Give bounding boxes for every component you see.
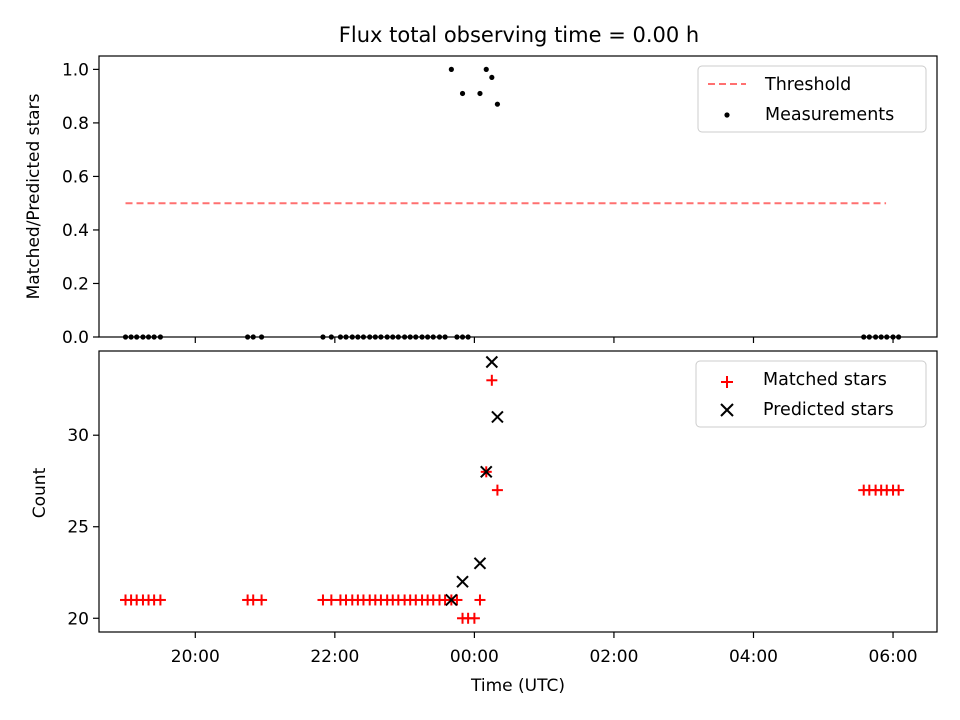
measurement-point [483,66,489,72]
matched-star-point [486,374,498,386]
x-tick-label: 00:00 [450,647,499,667]
bottom-x-axis-label: Time (UTC) [470,676,565,696]
y-tick-label: 0.4 [62,221,89,241]
top-legend: Threshold Measurements [697,65,927,133]
y-tick-label: 1.0 [62,60,89,80]
figure-title: Flux total observing time = 0.00 h [339,23,699,47]
top-x-ticks [194,337,894,343]
y-tick-label: 20 [67,609,89,629]
predicted-star-point [491,410,504,424]
y-tick-label: 0.0 [62,328,89,348]
predicted-star-point [445,593,458,607]
matched-star-point [474,594,486,606]
top-y-ticks: 0.0 0.2 0.4 0.6 0.8 1.0 [62,60,99,348]
measurement-point [459,90,466,97]
predicted-star-point [480,465,493,479]
top-panel: 0.0 0.2 0.4 0.6 0.8 1.0 Matched/Predicted sta… [24,55,938,348]
predicted-star-point [473,557,487,570]
bottom-x-ticks: 20:00 22:00 00:00 02:00 04:00 06:00 [171,632,918,667]
x-tick-label: 06:00 [869,647,918,667]
measurements-legend-swatch [724,112,730,118]
y-tick-label: 25 [67,518,89,538]
measurement-point [477,90,483,97]
bottom-y-axis-label: Count [30,467,50,518]
x-tick-label: 22:00 [310,647,359,667]
matched-star-point [893,484,905,496]
matched-star-point [451,594,463,606]
matched-star-point [491,484,503,496]
predicted-legend-swatch [720,403,734,417]
y-tick-label: 0.8 [62,114,89,134]
y-tick-label: 0.6 [62,167,89,187]
predicted-star-point [456,575,469,588]
measurement-point [448,66,454,72]
matched-legend-swatch [721,376,733,388]
bottom-panel: 20 25 30 20:00 22:00 00:00 02:00 04:00 06:00 Co… [30,350,938,696]
matched-legend-label: Matched stars [763,370,887,390]
top-legend-box [697,65,927,133]
matched-star-point [154,594,166,606]
matched-star-point [256,594,268,606]
bottom-y-ticks: 20 25 30 [67,426,99,629]
measurement-point [489,74,495,81]
matched-star-point [468,612,480,624]
bottom-legend: Matched stars Predicted stars [695,360,927,428]
top-axes-frame [98,55,938,338]
bottom-axes-frame [98,350,938,633]
measurement-point [494,101,501,107]
threshold-legend-label: Threshold [764,75,851,95]
x-tick-label: 04:00 [729,647,778,667]
predicted-legend-label: Predicted stars [763,400,894,420]
x-tick-label: 02:00 [589,647,638,667]
x-tick-label: 20:00 [171,647,220,667]
measurements-legend-label: Measurements [765,105,894,125]
predicted-star-point [485,355,499,369]
y-tick-label: 0.2 [62,274,89,294]
top-y-axis-label: Matched/Predicted stars [24,93,44,299]
bottom-legend-box [695,360,927,428]
bottom-marks [120,355,905,624]
y-tick-label: 30 [67,426,89,446]
